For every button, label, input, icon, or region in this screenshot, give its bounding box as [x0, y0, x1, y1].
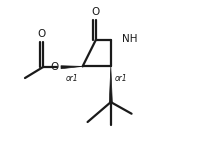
- Text: O: O: [51, 62, 59, 72]
- Polygon shape: [61, 66, 83, 69]
- Polygon shape: [109, 66, 112, 102]
- Text: NH: NH: [122, 34, 137, 44]
- Text: or1: or1: [114, 74, 127, 83]
- Text: or1: or1: [66, 74, 78, 83]
- Text: O: O: [92, 7, 100, 17]
- Text: O: O: [37, 29, 45, 39]
